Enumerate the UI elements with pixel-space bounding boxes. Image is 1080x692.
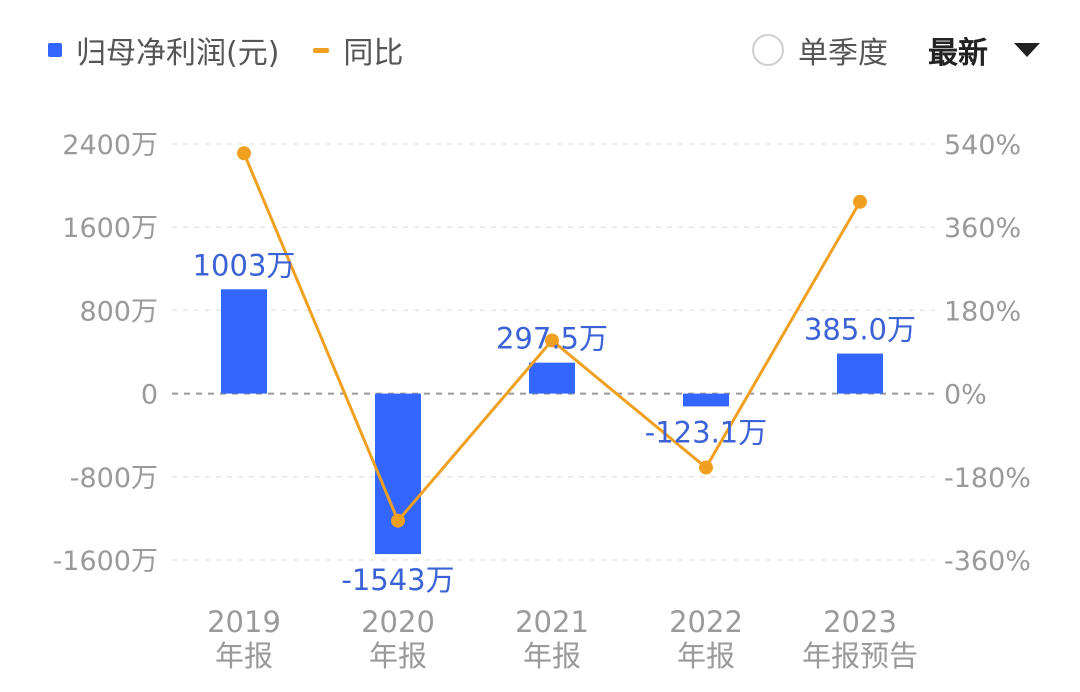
yoy-point[interactable] bbox=[391, 513, 405, 528]
yoy-point[interactable] bbox=[699, 460, 713, 475]
y-right-tick-label: 0% bbox=[944, 380, 987, 411]
quarter-label[interactable]: 单季度 bbox=[798, 36, 888, 71]
legend-item-net-profit[interactable]: 归母净利润(元) bbox=[48, 28, 279, 72]
y-left-tick-label: 1600万 bbox=[62, 213, 158, 244]
y-right-tick-label: -180% bbox=[944, 463, 1031, 494]
x-tick-label-type: 年报 bbox=[523, 639, 581, 673]
yoy-point[interactable] bbox=[545, 333, 559, 348]
yoy-point[interactable] bbox=[237, 146, 251, 161]
y-left-tick-label: 2400万 bbox=[62, 130, 158, 161]
x-tick-label-year: 2023 bbox=[823, 605, 897, 639]
legend-line-swatch-icon bbox=[313, 47, 330, 53]
bar[interactable] bbox=[837, 353, 883, 394]
sort-dropdown-label: 最新 bbox=[928, 36, 988, 71]
x-tick-label-year: 2020 bbox=[361, 605, 435, 639]
x-tick-label-year: 2022 bbox=[669, 605, 743, 639]
chart-controls: 单季度 最新 bbox=[752, 28, 1040, 72]
x-tick-label-year: 2021 bbox=[515, 605, 589, 639]
bar-value-label: 297.5万 bbox=[496, 322, 608, 356]
x-tick-label-type: 年报 bbox=[677, 639, 735, 673]
bar-value-label: -1543万 bbox=[341, 563, 454, 597]
bar[interactable] bbox=[221, 289, 267, 394]
legend-label-net-profit: 归母净利润(元) bbox=[76, 36, 280, 71]
legend-label-yoy: 同比 bbox=[343, 36, 404, 71]
y-left-tick-label: 800万 bbox=[79, 296, 158, 327]
y-right-tick-label: 540% bbox=[944, 130, 1021, 161]
bar-value-label: -123.1万 bbox=[645, 415, 768, 449]
sort-dropdown[interactable]: 最新 bbox=[928, 28, 1040, 72]
x-tick-label-type: 年报 bbox=[369, 639, 427, 673]
legend-item-yoy[interactable]: 同比 bbox=[313, 28, 403, 72]
bar-value-label: 1003万 bbox=[193, 248, 296, 282]
quarter-radio[interactable] bbox=[752, 34, 784, 66]
y-left-tick-label: -800万 bbox=[70, 463, 158, 494]
bar-value-label: 385.0万 bbox=[804, 313, 916, 347]
yoy-point[interactable] bbox=[853, 194, 867, 209]
x-tick-label-type: 年报预告 bbox=[802, 639, 918, 673]
y-right-tick-label: 180% bbox=[944, 296, 1021, 327]
legend-bar-swatch-icon bbox=[48, 43, 62, 57]
x-tick-label-year: 2019 bbox=[207, 605, 281, 639]
bar[interactable] bbox=[529, 362, 575, 394]
y-right-tick-label: 360% bbox=[944, 213, 1021, 244]
y-left-tick-label: 0 bbox=[141, 380, 158, 411]
chevron-down-icon bbox=[1014, 43, 1040, 57]
x-tick-label-type: 年报 bbox=[215, 639, 273, 673]
bar[interactable] bbox=[683, 393, 729, 407]
y-right-tick-label: -360% bbox=[944, 546, 1031, 577]
y-left-tick-label: -1600万 bbox=[53, 546, 158, 577]
bar[interactable] bbox=[375, 393, 421, 555]
legend: 归母净利润(元) 同比 bbox=[48, 28, 437, 72]
